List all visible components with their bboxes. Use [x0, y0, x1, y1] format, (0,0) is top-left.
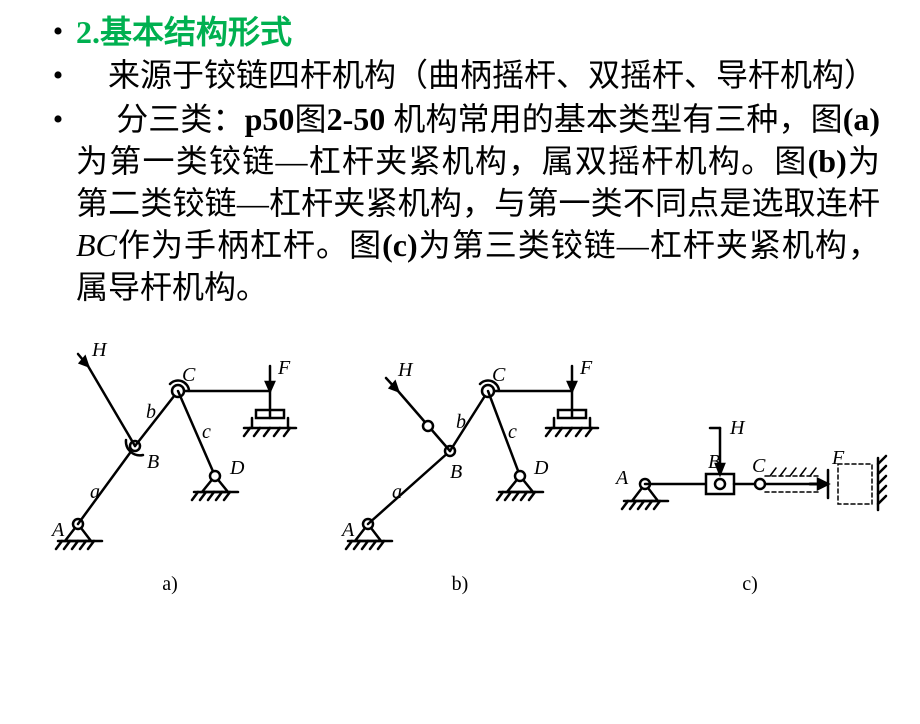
figure-c: H A B C F c) [610, 336, 890, 596]
svg-text:A: A [340, 519, 355, 541]
bullet-2: • 分三类：p50图2-50 机构常用的基本类型有三种，图(a)为第一类铰链—杠… [40, 98, 880, 308]
svg-text:a: a [392, 481, 402, 503]
svg-text:B: B [708, 451, 720, 473]
para-2: 分三类：p50图2-50 机构常用的基本类型有三种，图(a)为第一类铰链—杠杆夹… [76, 98, 880, 308]
bullet-dot: • [40, 54, 76, 98]
svg-text:C: C [752, 455, 766, 477]
svg-text:B: B [450, 461, 462, 483]
svg-text:H: H [729, 417, 746, 439]
svg-text:b: b [456, 411, 466, 433]
svg-text:C: C [182, 364, 196, 386]
svg-text:H: H [91, 339, 108, 361]
svg-text:H: H [397, 359, 414, 381]
bullet-heading: • 2.基本结构形式 [40, 10, 880, 54]
heading-number: 2. [76, 14, 100, 50]
svg-text:B: B [147, 451, 159, 473]
figure-a: H C F b c B D a A a) [30, 336, 310, 596]
heading-text: 2.基本结构形式 [76, 10, 292, 54]
figure-a-label: a) [162, 573, 178, 596]
bullet-dot: • [40, 10, 76, 54]
svg-text:F: F [277, 357, 291, 379]
figure-c-svg: H A B C F [610, 336, 890, 571]
figure-a-svg: H C F b c B D a A [30, 336, 310, 571]
svg-text:c: c [508, 421, 517, 443]
figure-b: H C F b c B D a A b) [320, 336, 600, 596]
figure-b-label: b) [452, 573, 469, 596]
svg-text:A: A [50, 519, 65, 541]
heading-title: 基本结构形式 [100, 14, 292, 50]
svg-text:F: F [579, 357, 593, 379]
figure-c-label: c) [742, 573, 758, 596]
svg-text:A: A [614, 467, 629, 489]
slide: • 2.基本结构形式 • 来源于铰链四杆机构（曲柄摇杆、双摇杆、导杆机构） • … [0, 0, 920, 308]
clip-strip: H C F b c B D a A a) [0, 324, 920, 724]
svg-text:b: b [146, 401, 156, 423]
bullet-dot: • [40, 98, 76, 142]
figure-b-svg: H C F b c B D a A [320, 336, 600, 571]
svg-text:D: D [229, 457, 245, 479]
para-1: 来源于铰链四杆机构（曲柄摇杆、双摇杆、导杆机构） [76, 54, 876, 96]
svg-text:F: F [831, 447, 845, 469]
svg-text:c: c [202, 421, 211, 443]
bullet-1: • 来源于铰链四杆机构（曲柄摇杆、双摇杆、导杆机构） [40, 54, 880, 98]
figures-row: H C F b c B D a A a) [0, 332, 920, 596]
svg-text:C: C [492, 364, 506, 386]
svg-text:a: a [90, 481, 100, 503]
svg-text:D: D [533, 457, 549, 479]
